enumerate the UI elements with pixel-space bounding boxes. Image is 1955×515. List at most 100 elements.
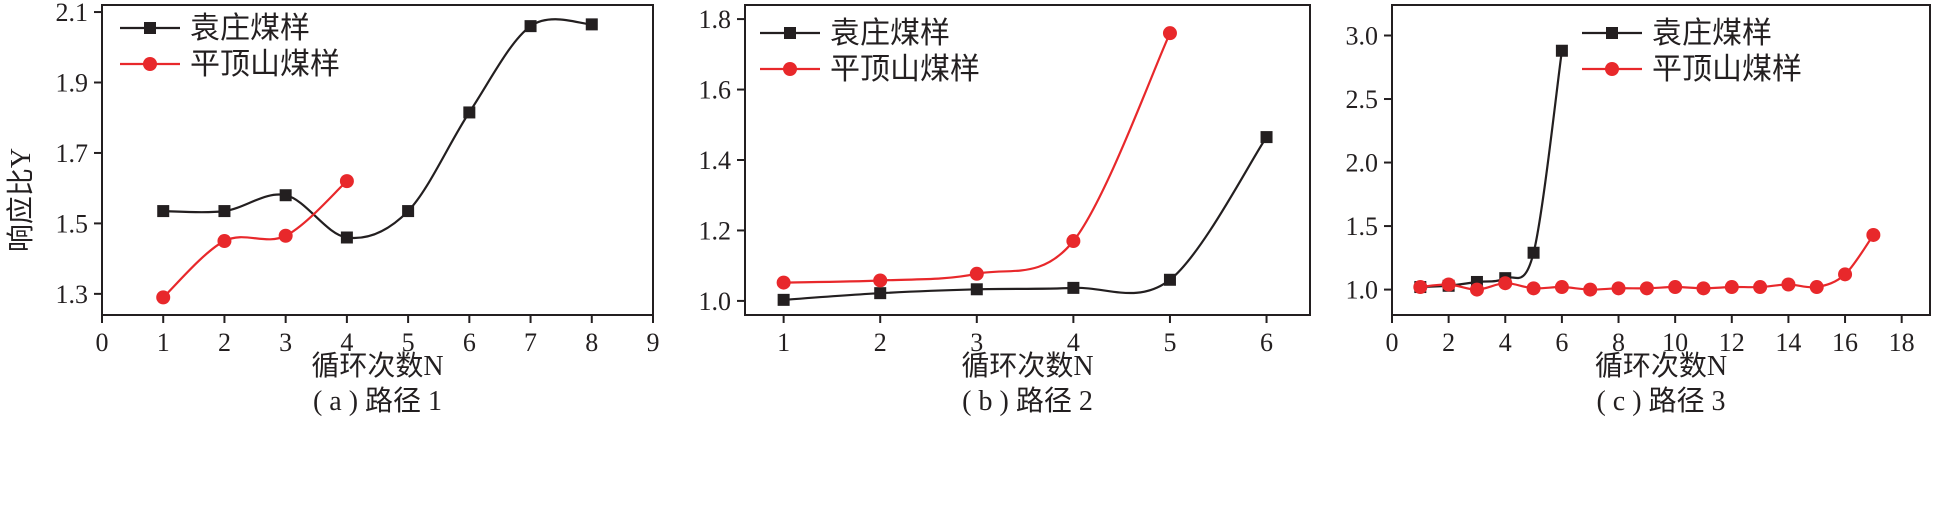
x-tick-label: 2 (1442, 328, 1455, 357)
legend-marker (144, 22, 156, 34)
x-tick-label: 12 (1719, 328, 1745, 357)
data-point (1163, 273, 1176, 286)
legend-entry: 袁庄煤样 (120, 12, 310, 45)
data-point (874, 287, 887, 300)
y-tick-label: 1.3 (56, 280, 89, 309)
data-point (279, 189, 292, 202)
data-point (1809, 280, 1824, 295)
legend-label: 平顶山煤样 (830, 53, 980, 86)
data-point (1753, 280, 1768, 295)
data-point (1413, 280, 1428, 295)
data-point (1611, 281, 1626, 296)
x-tick-label: 1 (777, 328, 790, 357)
legend-label: 袁庄煤样 (190, 12, 310, 45)
x-tick-label: 5 (1163, 328, 1176, 357)
x-tick-label: 8 (1612, 328, 1625, 357)
legend-label: 袁庄煤样 (1652, 17, 1772, 50)
data-point (1526, 281, 1541, 296)
data-point (1162, 26, 1177, 41)
y-tick-label: 1.0 (699, 287, 732, 316)
data-point (776, 275, 791, 290)
data-point (402, 205, 415, 218)
x-tick-label: 18 (1889, 328, 1915, 357)
series-line (163, 18, 592, 240)
y-tick-label: 1.5 (56, 209, 89, 238)
series-line (162, 180, 348, 299)
series-yuanzhuang (157, 18, 598, 244)
legend-entry: 平顶山煤样 (760, 53, 980, 86)
data-point (340, 231, 353, 244)
data-point (873, 273, 888, 288)
data-point (157, 205, 170, 218)
data-point (156, 290, 171, 305)
x-tick-label: 7 (524, 328, 537, 357)
x-tick-label: 6 (463, 328, 476, 357)
data-point (1527, 246, 1540, 259)
panel-caption: ( c ) 路径 3 (1596, 385, 1725, 417)
chart-panel-1: 0 1 2 3 4 5 6 7 8 9 1.3 1.5 1.7 1.9 2.1 循环次数N( a ) 路径 1… (56, 0, 660, 417)
data-point (1696, 281, 1711, 296)
y-tick-label: 1.8 (699, 5, 732, 34)
y-tick-label: 1.2 (699, 216, 732, 245)
series-pingdingshan (156, 174, 354, 305)
x-tick-label: 3 (970, 328, 983, 357)
x-axis-title: 循环次数N (311, 350, 443, 382)
data-point (1469, 282, 1484, 297)
y-tick-label: 1.7 (56, 139, 89, 168)
x-tick-label: 0 (96, 328, 109, 357)
x-tick-label: 10 (1662, 328, 1688, 357)
y-tick-label: 2.0 (1346, 149, 1379, 178)
data-point (777, 293, 790, 306)
legend-marker (784, 27, 796, 39)
data-point (1639, 281, 1654, 296)
data-point (1554, 280, 1569, 295)
series-yuanzhuang (1414, 44, 1568, 294)
y-tick-label: 1.0 (1346, 276, 1379, 305)
data-point (969, 266, 984, 281)
x-tick-label: 4 (1067, 328, 1080, 357)
x-axis-title: 循环次数N (961, 350, 1093, 382)
data-point (1498, 276, 1513, 291)
x-axis-title: 循环次数N (1595, 350, 1727, 382)
x-tick-label: 4 (1499, 328, 1512, 357)
data-point (1260, 131, 1273, 144)
data-point (524, 20, 537, 33)
data-point (1583, 282, 1598, 297)
data-point (1724, 280, 1739, 295)
x-tick-label: 5 (402, 328, 415, 357)
series-yuanzhuang (777, 131, 1273, 306)
panel-caption: ( b ) 路径 2 (962, 385, 1093, 417)
x-tick-label: 2 (218, 328, 231, 357)
legend-entry: 平顶山煤样 (120, 48, 340, 81)
chart-panel-3: 0 2 4 6 8 10 12 14 16 18 1.0 1.5 2.0 2.5 3.0 循环次数N( c )… (1346, 4, 1931, 417)
x-tick-label: 14 (1775, 328, 1801, 357)
data-point (1066, 234, 1081, 249)
data-point (217, 234, 232, 249)
series-pingdingshan (1413, 227, 1881, 297)
legend-entry: 平顶山煤样 (1582, 53, 1802, 86)
y-tick-label: 1.6 (699, 76, 732, 105)
data-point (1781, 277, 1796, 292)
data-point (1866, 227, 1881, 242)
data-point (278, 228, 293, 243)
data-point (218, 205, 231, 218)
y-tick-label: 1.9 (56, 69, 89, 98)
data-point (970, 283, 983, 296)
x-tick-label: 6 (1260, 328, 1273, 357)
plot-frame (1391, 4, 1931, 316)
shared-y-axis-label: 响应比Y (5, 148, 37, 252)
legend-entry: 袁庄煤样 (1582, 17, 1772, 50)
series-line (783, 136, 1268, 301)
series-line (1420, 50, 1563, 289)
panel-caption: ( a ) 路径 1 (313, 385, 442, 417)
y-tick-label: 1.4 (699, 146, 732, 175)
legend-label: 平顶山煤样 (190, 48, 340, 81)
legend-marker (1606, 27, 1618, 39)
data-point (1067, 281, 1080, 294)
y-tick-label: 2.1 (56, 0, 89, 27)
data-point (1441, 277, 1456, 292)
x-tick-label: 2 (874, 328, 887, 357)
legend-label: 平顶山煤样 (1652, 53, 1802, 86)
